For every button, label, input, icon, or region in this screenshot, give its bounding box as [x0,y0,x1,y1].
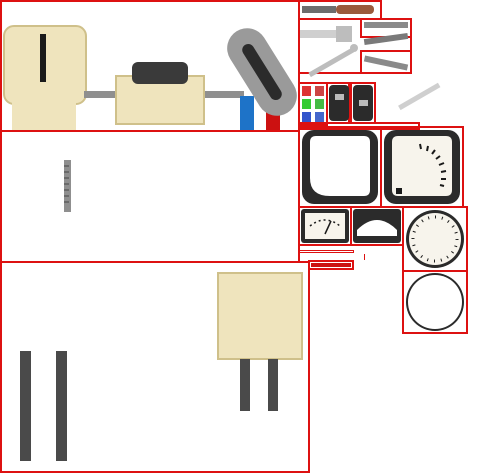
region-tool-grid [298,18,412,74]
round-blank-icon [406,273,464,331]
half-dial-icon [353,209,401,243]
region-round-blank [402,270,468,334]
stand-legs-icon [20,272,303,461]
red-bar-icon [311,263,351,267]
screwdriver-icon [302,5,374,14]
pin-icon [398,82,441,111]
toggle-switch-icon [3,25,297,130]
round-gauge-icon [406,210,464,268]
rocker-switch-icon [329,85,373,121]
region-red-bar [308,260,354,270]
region-slider-panel [0,130,300,263]
blank-meter-icon [302,130,378,204]
slider-rod-icon [64,160,71,212]
region-stand-panel [0,261,310,473]
tick-mark [364,254,365,260]
lamp-grid-icon [302,86,324,122]
region-tool-cell-b [360,50,412,74]
wrench-icon [300,22,409,78]
panel-meter-icon [301,209,349,243]
gauge-icon [384,130,460,204]
region-thin-bar [298,250,354,253]
